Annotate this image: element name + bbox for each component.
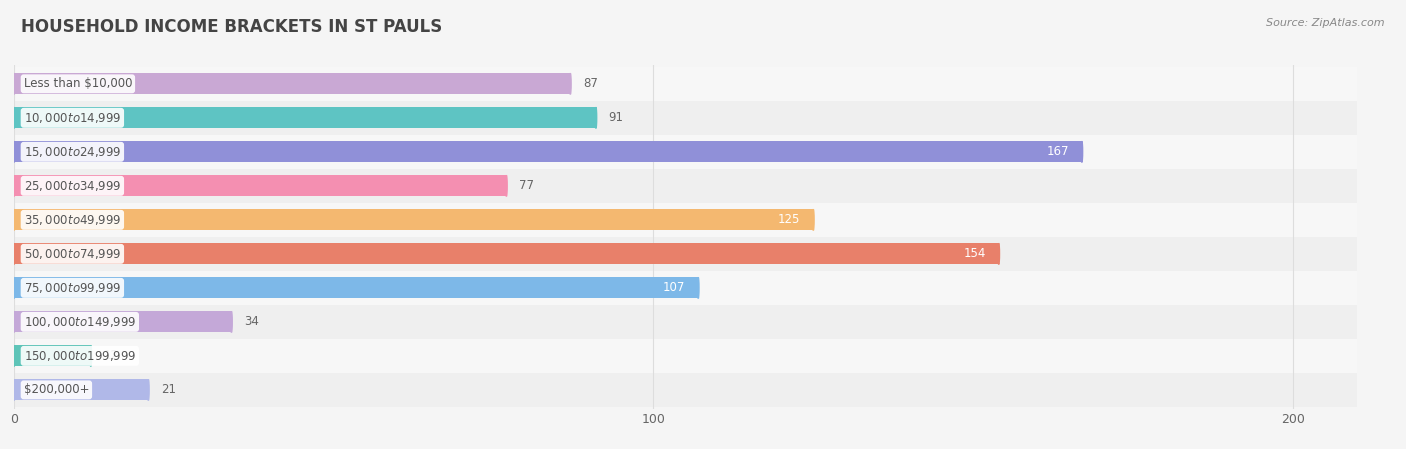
Bar — [14, 169, 1357, 203]
Text: 77: 77 — [519, 179, 534, 192]
Bar — [14, 305, 1357, 339]
Text: $50,000 to $74,999: $50,000 to $74,999 — [24, 247, 121, 261]
Bar — [14, 101, 1357, 135]
Text: $100,000 to $149,999: $100,000 to $149,999 — [24, 315, 136, 329]
Text: $25,000 to $34,999: $25,000 to $34,999 — [24, 179, 121, 193]
Bar — [14, 209, 813, 230]
Bar — [14, 243, 998, 264]
Text: 12: 12 — [104, 349, 118, 362]
Bar — [14, 141, 1081, 163]
Text: 107: 107 — [664, 282, 686, 295]
Bar — [14, 345, 91, 366]
Bar — [14, 203, 1357, 237]
Text: 91: 91 — [609, 111, 624, 124]
Ellipse shape — [148, 379, 149, 401]
Text: $150,000 to $199,999: $150,000 to $199,999 — [24, 349, 136, 363]
Ellipse shape — [13, 277, 15, 299]
Ellipse shape — [813, 209, 814, 230]
Ellipse shape — [697, 277, 699, 299]
Bar — [14, 311, 232, 332]
Ellipse shape — [13, 141, 15, 163]
Bar — [14, 175, 506, 196]
Bar — [14, 107, 596, 128]
Bar — [14, 135, 1357, 169]
Ellipse shape — [506, 175, 508, 196]
Ellipse shape — [13, 209, 15, 230]
Bar — [14, 73, 571, 94]
Text: 21: 21 — [162, 383, 176, 396]
Bar — [14, 379, 149, 401]
Bar — [14, 237, 1357, 271]
Ellipse shape — [998, 243, 1000, 264]
Ellipse shape — [1081, 141, 1083, 163]
Ellipse shape — [569, 73, 571, 94]
Text: 34: 34 — [245, 315, 259, 328]
Ellipse shape — [595, 107, 596, 128]
Ellipse shape — [13, 107, 15, 128]
Bar — [14, 373, 1357, 407]
Ellipse shape — [13, 379, 15, 401]
Bar — [14, 67, 1357, 101]
Ellipse shape — [13, 243, 15, 264]
Text: 87: 87 — [583, 77, 598, 90]
Ellipse shape — [90, 345, 91, 366]
Ellipse shape — [231, 311, 232, 332]
Bar — [14, 271, 1357, 305]
Ellipse shape — [13, 311, 15, 332]
Text: Less than $10,000: Less than $10,000 — [24, 77, 132, 90]
Ellipse shape — [13, 73, 15, 94]
Text: $10,000 to $14,999: $10,000 to $14,999 — [24, 111, 121, 125]
Bar — [14, 277, 699, 299]
Ellipse shape — [13, 175, 15, 196]
Text: 167: 167 — [1046, 145, 1069, 158]
Bar — [14, 339, 1357, 373]
Text: 125: 125 — [778, 213, 800, 226]
Ellipse shape — [13, 345, 15, 366]
Text: $15,000 to $24,999: $15,000 to $24,999 — [24, 145, 121, 159]
Text: $75,000 to $99,999: $75,000 to $99,999 — [24, 281, 121, 295]
Text: $200,000+: $200,000+ — [24, 383, 89, 396]
Text: $35,000 to $49,999: $35,000 to $49,999 — [24, 213, 121, 227]
Text: Source: ZipAtlas.com: Source: ZipAtlas.com — [1267, 18, 1385, 28]
Text: 154: 154 — [963, 247, 986, 260]
Text: HOUSEHOLD INCOME BRACKETS IN ST PAULS: HOUSEHOLD INCOME BRACKETS IN ST PAULS — [21, 18, 443, 36]
